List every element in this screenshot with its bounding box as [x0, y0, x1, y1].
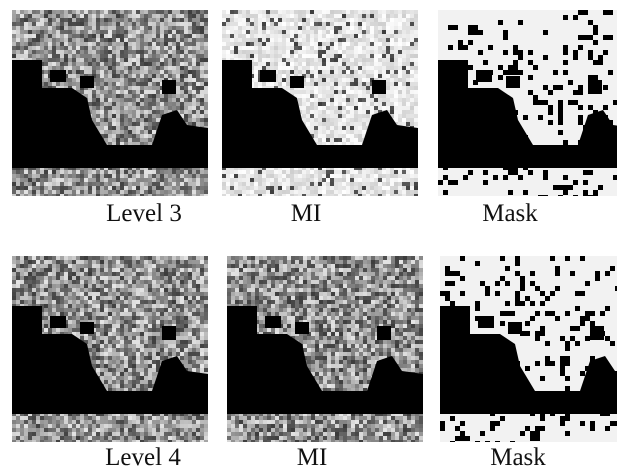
mask-image-row-2 — [440, 256, 617, 442]
level-3-image — [12, 10, 208, 196]
level-4-image — [12, 256, 208, 442]
mi-image-row-1 — [222, 10, 418, 196]
caption-level-3: Level 3 — [106, 200, 182, 227]
caption-mi-row-2: MI — [296, 444, 328, 471]
mi-image-row-2 — [227, 256, 423, 442]
caption-mask-row-1: Mask — [482, 200, 538, 227]
caption-level-4: Level 4 — [105, 444, 181, 471]
mask-image-row-1 — [438, 10, 617, 196]
caption-mask-row-2: Mask — [490, 444, 546, 471]
caption-mi-row-1: MI — [290, 200, 322, 227]
